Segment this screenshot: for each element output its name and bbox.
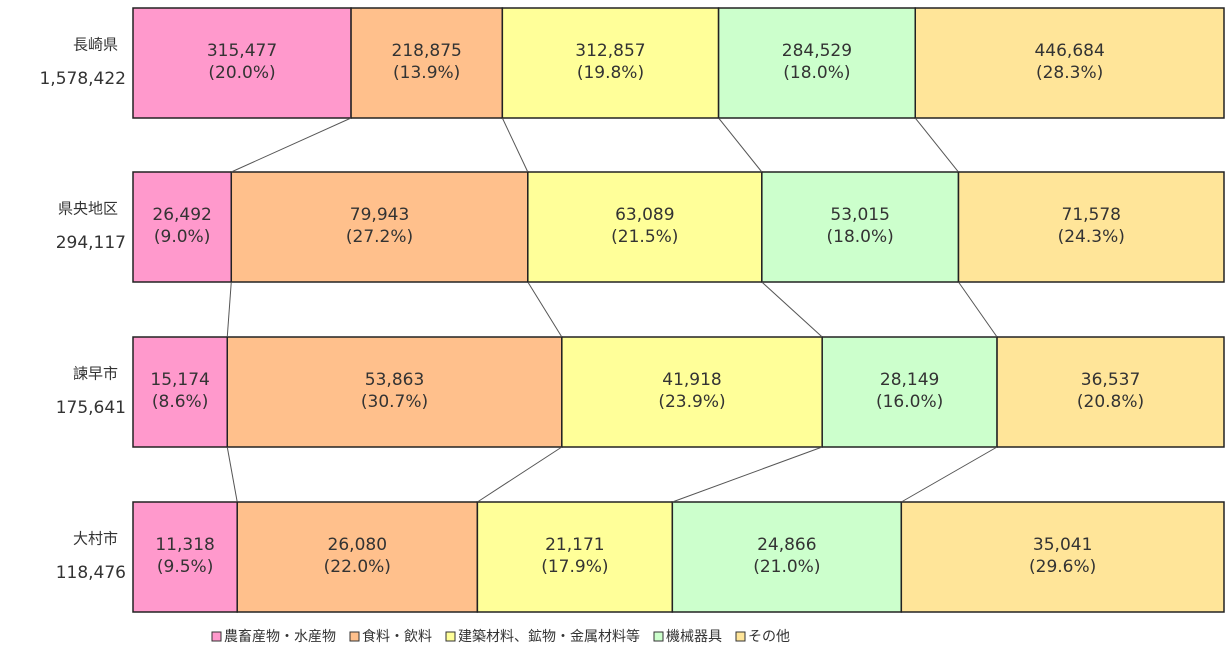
legend-label: 食料・飲料 [362,628,432,645]
value-label: 41,918 [662,370,721,390]
bar-segment [527,171,763,283]
value-label: 28,149 [880,370,939,390]
connector [231,117,352,173]
connector [761,281,823,338]
value-label: 284,529 [782,41,852,61]
connector [718,117,763,173]
share-label: (23.9%) [658,392,725,412]
legend-swatch [735,631,746,642]
legend-swatch [211,631,222,642]
share-label: (18.0%) [827,227,894,247]
share-label: (13.9%) [393,63,460,83]
connector [958,281,998,338]
bar-segment [996,336,1225,448]
value-label: 15,174 [150,370,209,390]
value-label: 21,171 [545,535,604,555]
value-label: 26,080 [328,535,387,555]
connector [226,281,232,338]
share-label: (20.8%) [1077,392,1144,412]
total-label: 294,117 [56,233,126,253]
value-label: 24,866 [757,535,816,555]
value-label: 312,857 [575,41,645,61]
legend-label: 機械器具 [666,629,722,645]
share-label: (27.2%) [346,227,413,247]
share-label: (28.3%) [1036,63,1103,83]
connector [477,446,563,503]
value-label: 11,318 [155,535,214,555]
bar-segment [236,501,479,613]
value-label: 71,578 [1062,205,1121,225]
share-label: (19.8%) [577,63,644,83]
total-label: 175,641 [56,398,126,418]
bar-segment [821,336,998,448]
value-label: 53,015 [830,205,889,225]
share-label: (16.0%) [876,392,943,412]
category-label: 県央地区 [58,200,118,218]
connector [914,117,959,173]
bar-segment [561,336,823,448]
value-label: 36,537 [1081,370,1140,390]
value-label: 79,943 [350,205,409,225]
value-label: 26,492 [152,205,211,225]
value-label: 446,684 [1034,41,1104,61]
value-label: 53,863 [365,370,424,390]
category-label: 大村市 [73,530,118,548]
connector [527,281,563,338]
bar-segment [957,171,1225,283]
bar-segment [350,7,504,119]
legend-swatch [349,631,360,642]
bar-segment [226,336,563,448]
bar-segment [132,171,233,283]
share-label: (17.9%) [541,557,608,577]
bar-segment [132,501,238,613]
connector [901,446,998,503]
legend-swatch [445,631,456,642]
legend-label: その他 [748,629,790,645]
share-label: (29.6%) [1029,557,1096,577]
share-label: (18.0%) [783,63,850,83]
bar-segment [900,501,1225,613]
category-label: 諫早市 [73,365,118,383]
legend-swatch [653,631,664,642]
category-label: 長崎県 [73,36,118,54]
share-label: (21.5%) [611,227,678,247]
share-label: (20.0%) [208,63,275,83]
share-label: (22.0%) [324,557,391,577]
total-label: 1,578,422 [39,69,126,89]
total-label: 118,476 [56,563,126,583]
value-label: 218,875 [392,41,462,61]
bar-segment [671,501,903,613]
connector [226,446,238,503]
connector [501,117,529,173]
share-label: (21.0%) [753,557,820,577]
value-label: 63,089 [615,205,674,225]
bar-segment [132,7,352,119]
bar-segment [501,7,720,119]
share-label: (8.6%) [152,392,208,412]
share-label: (9.0%) [154,227,210,247]
share-label: (30.7%) [361,392,428,412]
value-label: 35,041 [1033,535,1092,555]
connector [672,446,823,503]
bar-segment [476,501,674,613]
share-label: (24.3%) [1058,227,1125,247]
value-label: 315,477 [207,41,277,61]
share-label: (9.5%) [157,557,213,577]
bar-segment [230,171,529,283]
bar-segment [717,7,917,119]
bar-segment [914,7,1225,119]
legend-label: 建築材料、鉱物・金属材料等 [458,628,640,645]
bar-segment [761,171,960,283]
legend-label: 農畜産物・水産物 [224,629,336,645]
